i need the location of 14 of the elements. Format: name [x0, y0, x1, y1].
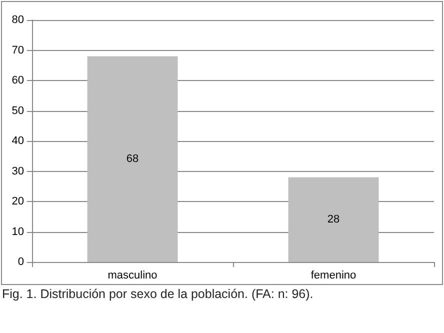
y-tick-label: 0 — [18, 256, 24, 268]
y-tick-label: 50 — [12, 104, 24, 117]
y-tick-label: 10 — [12, 226, 24, 238]
x-tick-label: femenino — [310, 270, 356, 282]
y-tick-label: 20 — [12, 196, 24, 208]
data-label: 28 — [327, 214, 340, 226]
y-tick-label: 30 — [12, 165, 24, 178]
y-tick-label: 80 — [12, 14, 24, 26]
data-label: 68 — [126, 153, 139, 166]
y-tick-label: 40 — [12, 135, 24, 147]
caption: Fig. 1. Distribución por sexo de la población. (FA: n: 96). — [2, 287, 314, 301]
x-tick-label: masculino — [108, 270, 158, 282]
y-tick-label: 60 — [12, 74, 24, 86]
y-tick-label: 70 — [12, 44, 24, 56]
